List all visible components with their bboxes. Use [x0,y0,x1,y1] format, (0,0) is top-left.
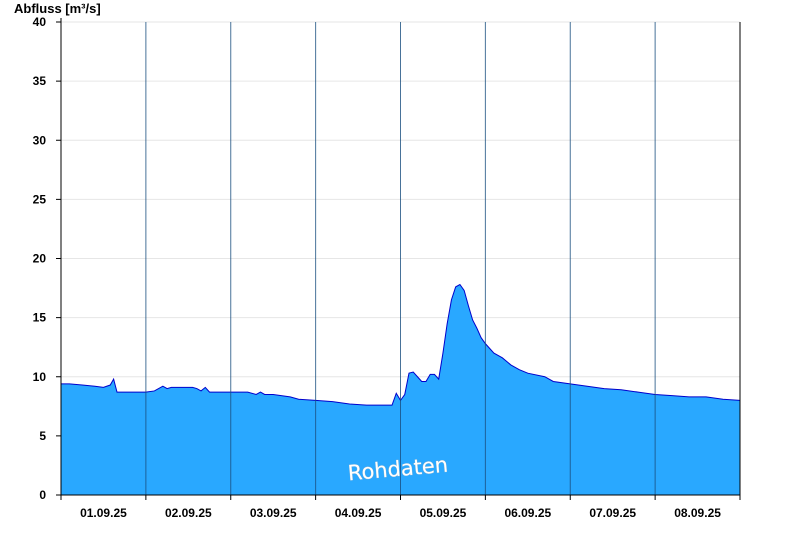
x-tick-label: 01.09.25 [80,506,127,520]
discharge-line [61,283,741,406]
x-tick-label: 06.09.25 [504,506,551,520]
x-tick-label: 03.09.25 [250,506,297,520]
y-tick-label: 40 [33,15,47,29]
y-tick-label: 5 [39,429,46,443]
y-tick-label: 10 [33,370,47,384]
x-tick-label: 08.09.25 [674,506,721,520]
y-tick-label: 20 [33,252,47,266]
x-tick-label: 07.09.25 [589,506,636,520]
x-tick-label: 02.09.25 [165,506,212,520]
y-tick-label: 0 [39,488,46,502]
x-tick-label: 04.09.25 [335,506,382,520]
y-tick-label: 35 [33,74,47,88]
y-tick-label: 15 [33,311,47,325]
x-tick-label: 05.09.25 [420,506,467,520]
y-tick-label: 25 [33,192,47,206]
y-axis-title: Abfluss [m³/s] [14,1,101,16]
y-tick-label: 30 [33,133,47,147]
